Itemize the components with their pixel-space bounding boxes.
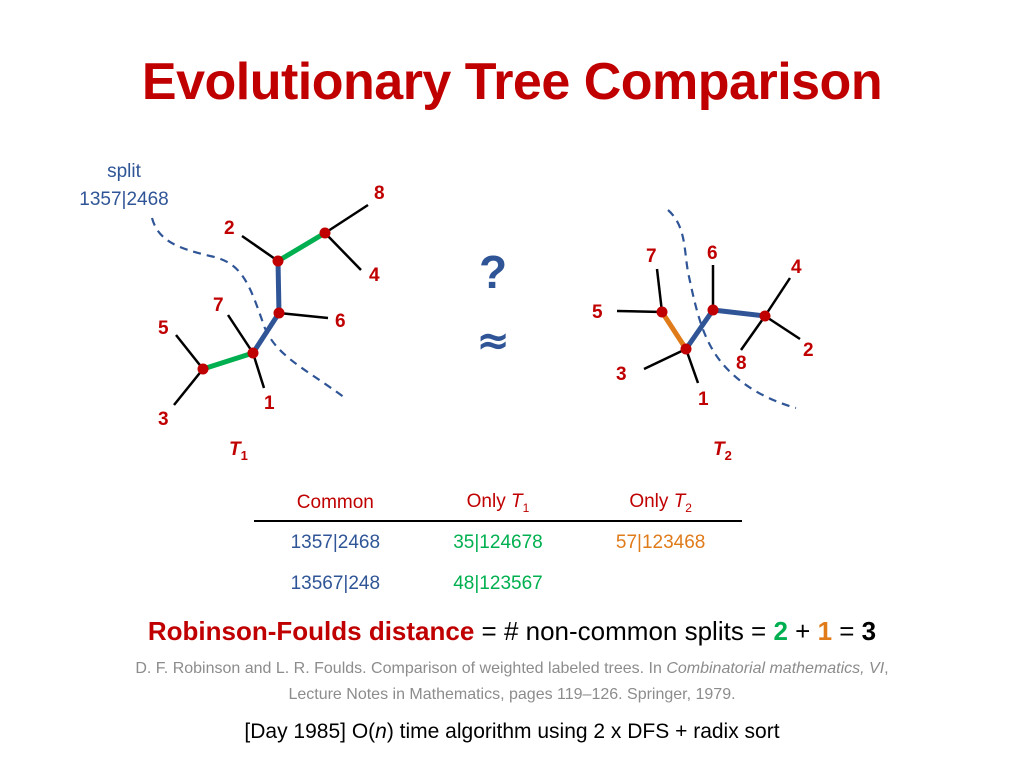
edge-t1-green-48 bbox=[276, 230, 327, 264]
t2-leaf-4: 4 bbox=[791, 257, 802, 278]
node-t2 bbox=[707, 304, 719, 316]
t1-leaf-6: 6 bbox=[335, 311, 346, 332]
cell-only-t1: 48|123567 bbox=[453, 572, 543, 594]
cell-only-t2 bbox=[579, 563, 742, 604]
t2-leaf-3: 3 bbox=[616, 364, 627, 385]
node-t1 bbox=[273, 307, 285, 319]
splits-table: Common Only T1 Only T2 1357|2468 35|1246… bbox=[254, 486, 742, 604]
t2-leaf-6: 6 bbox=[707, 243, 718, 264]
t2-leaf-7: 7 bbox=[646, 246, 657, 267]
edge-t1-8 bbox=[324, 203, 369, 235]
edge-t2-4 bbox=[763, 277, 792, 317]
tree-t2: 7 6 4 5 2 8 3 1 T2 bbox=[592, 209, 814, 463]
edge-t2-1 bbox=[684, 348, 700, 384]
t1-leaf-1: 1 bbox=[264, 393, 275, 414]
cell-common: 13567|248 bbox=[290, 572, 381, 594]
split-line-t1 bbox=[150, 217, 346, 399]
t2-leaf-5: 5 bbox=[592, 302, 603, 323]
edge-t2-blue-b bbox=[712, 307, 766, 319]
day-algorithm-note: [Day 1985] O(n) time algorithm using 2 x… bbox=[244, 720, 780, 743]
edge-t1-3 bbox=[173, 368, 204, 406]
edge-t1-7 bbox=[226, 314, 255, 354]
edge-t2-7 bbox=[655, 268, 664, 313]
edge-t1-green-35 bbox=[202, 350, 254, 372]
split-label-word: split bbox=[107, 161, 141, 182]
edge-t1-blue-a bbox=[250, 311, 282, 355]
t2-leaf-1: 1 bbox=[698, 389, 709, 410]
node-t2 bbox=[680, 343, 692, 355]
node-t1 bbox=[247, 347, 259, 359]
edge-t1-6 bbox=[278, 311, 329, 320]
node-t1 bbox=[272, 255, 284, 267]
tree-label-t2: T2 bbox=[713, 439, 732, 463]
node-t2 bbox=[656, 306, 668, 318]
trees-diagram: 8 2 4 7 6 5 1 3 T1 ? ≈ bbox=[150, 183, 814, 463]
t1-leaf-4: 4 bbox=[369, 265, 380, 286]
edge-t2-5 bbox=[616, 309, 663, 314]
t1-leaf-7: 7 bbox=[213, 295, 224, 316]
edge-t1-1 bbox=[251, 352, 266, 389]
cell-only-t2: 57|123468 bbox=[615, 531, 706, 553]
t1-leaf-5: 5 bbox=[158, 318, 169, 339]
tree-t1: 8 2 4 7 6 5 1 3 T1 bbox=[150, 183, 385, 463]
header-only-t1: Only T1 bbox=[416, 486, 580, 522]
edge-t1-4 bbox=[324, 232, 362, 271]
node-t1 bbox=[197, 363, 209, 375]
table-row: 13567|248 48|123567 bbox=[254, 563, 742, 604]
node-t2 bbox=[759, 310, 771, 322]
edge-t2-8 bbox=[739, 315, 767, 351]
tree-label-t1: T1 bbox=[229, 439, 248, 463]
split-label-value: 1357|2468 bbox=[79, 189, 169, 210]
slide-title: Evolutionary Tree Comparison bbox=[141, 53, 883, 111]
t1-leaf-2: 2 bbox=[224, 218, 235, 239]
rf-name: Robinson-Foulds distance bbox=[147, 616, 475, 646]
cell-only-t1: 35|124678 bbox=[453, 531, 543, 553]
citation: D. F. Robinson and L. R. Foulds. Compari… bbox=[135, 660, 889, 703]
edge-t2-3 bbox=[643, 347, 687, 371]
edge-t2-blue-a bbox=[683, 308, 716, 351]
cell-common: 1357|2468 bbox=[290, 531, 381, 553]
table-header-row: Common Only T1 Only T2 bbox=[254, 486, 742, 522]
edge-t1-2 bbox=[241, 234, 279, 263]
edge-t2-orange-57 bbox=[659, 310, 689, 351]
rf-distance-line: Robinson-Foulds distance = # non-common … bbox=[147, 616, 877, 646]
node-t1 bbox=[319, 227, 331, 239]
header-only-t2: Only T2 bbox=[579, 486, 742, 522]
split-line-t2 bbox=[667, 209, 797, 410]
t1-leaf-3: 3 bbox=[158, 409, 169, 430]
question-mark: ? bbox=[479, 246, 507, 298]
edge-t2-2 bbox=[764, 314, 801, 341]
edge-t1-blue-b bbox=[275, 260, 282, 314]
approx-symbol: ≈ bbox=[476, 318, 510, 364]
header-common: Common bbox=[254, 486, 417, 522]
t2-leaf-2: 2 bbox=[803, 340, 814, 361]
t2-leaf-8: 8 bbox=[736, 353, 747, 374]
table-row: 1357|2468 35|124678 57|123468 bbox=[254, 521, 742, 563]
edge-t1-5 bbox=[175, 334, 204, 370]
split-label: split 1357|2468 bbox=[60, 158, 188, 214]
t1-leaf-8: 8 bbox=[374, 183, 385, 204]
